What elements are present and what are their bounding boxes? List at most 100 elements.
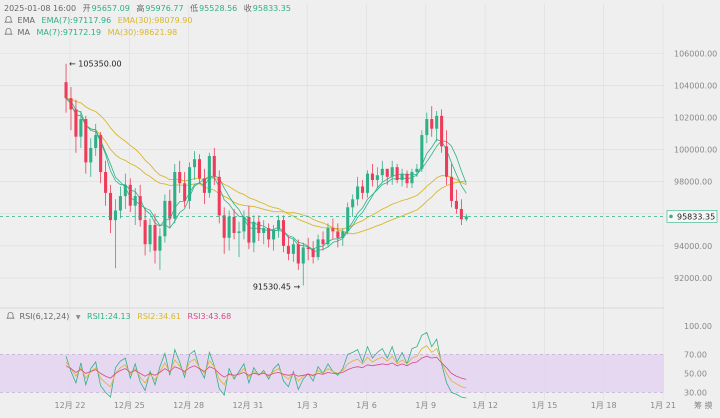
candle-body — [464, 216, 468, 220]
candle-body — [410, 172, 414, 184]
open-label: 开 — [82, 4, 91, 13]
max-price-annotation: ← 105350.00 — [69, 60, 122, 69]
candle-body — [202, 178, 206, 193]
price-tick-label: 104000.00 — [674, 81, 717, 90]
rsi2-label: RSI2:34.61 — [137, 312, 181, 321]
candle-body — [178, 172, 182, 184]
price-tick-label: 106000.00 — [674, 49, 717, 58]
candle-body — [405, 173, 409, 184]
candle-body — [420, 135, 424, 169]
candle-body — [449, 176, 454, 201]
ma7-label: MA(7):97172.19 — [36, 28, 102, 37]
price-tick-label: 94000.00 — [674, 242, 712, 251]
candle-body — [459, 208, 463, 220]
time-tick-label: 1月 15 — [531, 401, 557, 410]
candle-body — [445, 146, 449, 177]
rsi-tick-label: 30.00 — [684, 388, 707, 397]
candle-body — [281, 220, 286, 246]
candle-body — [395, 167, 399, 181]
bell-icon[interactable] — [4, 27, 13, 36]
candle-body — [380, 168, 384, 176]
last-price-dot — [669, 214, 673, 219]
grid-layer — [0, 4, 664, 400]
time-tick-label: 12月 22 — [55, 401, 86, 410]
candle-body — [153, 224, 157, 251]
rsi-expand-icon[interactable]: ▼ — [75, 314, 81, 321]
candle-body — [361, 186, 365, 193]
time-tick-label: 12月 31 — [232, 401, 263, 410]
time-tick-label: 1月 9 — [415, 401, 436, 410]
candle-body — [400, 173, 404, 181]
candle-body — [316, 239, 320, 258]
candle-body — [385, 168, 389, 177]
candle-body — [321, 239, 325, 245]
ma30-line — [65, 97, 467, 235]
bell-icon[interactable] — [4, 15, 13, 24]
time-tick-label: 12月 28 — [173, 401, 204, 410]
candle-body — [365, 173, 370, 193]
time-tick-label: 1月 12 — [472, 401, 498, 410]
candle-body — [69, 98, 73, 110]
candle-body — [237, 231, 241, 233]
last-price-tag — [666, 210, 718, 223]
candle-body — [158, 236, 162, 251]
candle-body — [425, 119, 429, 136]
candle-body — [440, 115, 444, 147]
ema7-label: EMA(7):97117.96 — [41, 16, 112, 25]
candle-body — [94, 135, 98, 148]
candle-body — [138, 196, 142, 221]
axis-layer: 92000.0094000.0096000.0098000.00100000.0… — [55, 49, 718, 410]
rsi-header: RSI(6,12,24) ▼ RSI1:24.13 RSI2:34.61 RSI… — [6, 311, 235, 321]
candle-body — [454, 200, 458, 209]
time-tick-label: 1月 3 — [297, 401, 318, 410]
candle-body — [99, 135, 103, 173]
rsi3-label: RSI3:43.68 — [187, 312, 232, 321]
candle-body — [346, 207, 350, 232]
price-tick-label: 92000.00 — [674, 274, 712, 283]
candle-body — [128, 184, 132, 206]
candle-body — [118, 196, 122, 211]
candle-body — [311, 249, 315, 258]
ma-name: MA — [17, 28, 30, 37]
candle-body — [89, 147, 93, 163]
close-value: 95833.35 — [252, 4, 291, 13]
candle-body — [242, 216, 246, 232]
view-mode-toggle[interactable]: 筹 摸 — [694, 400, 713, 410]
ema-name: EMA — [17, 16, 35, 25]
candle-body — [331, 228, 335, 232]
candle-body — [104, 172, 108, 193]
candle-body — [375, 175, 379, 181]
candle-body — [113, 210, 117, 221]
rsi-tick-label: 100.00 — [684, 322, 712, 331]
candle-body — [197, 159, 202, 179]
candle-body — [277, 220, 281, 230]
candle-body — [430, 119, 434, 129]
last-price-value: 95833.35 — [677, 212, 715, 221]
candle-body — [286, 245, 290, 254]
bell-icon[interactable] — [6, 311, 15, 320]
candle-body — [188, 167, 192, 201]
ema7-line — [65, 97, 467, 250]
annotation-layer: 95833.35 ← 105350.00 91530.45 → — [0, 60, 718, 291]
rsi3-line — [65, 355, 467, 380]
candle-body — [267, 228, 271, 240]
candle-body — [257, 221, 261, 233]
rsi1-label: RSI1:24.13 — [87, 312, 131, 321]
time-tick-label: 1月 18 — [591, 401, 617, 410]
time-tick-label: 1月 6 — [356, 401, 377, 410]
rsi-name: RSI(6,12,24) — [19, 312, 70, 321]
price-tick-label: 100000.00 — [674, 146, 717, 155]
ohlc-header: 2025-01-08 16:00 开95657.09 高95976.77 低95… — [4, 3, 295, 14]
candle-body — [341, 231, 345, 238]
high-value: 95976.77 — [145, 4, 184, 13]
ohlc-date: 2025-01-08 16:00 — [4, 4, 77, 13]
candle-body — [291, 244, 295, 254]
candle-body — [415, 168, 419, 173]
ma7-line — [65, 97, 467, 253]
candle-body — [168, 200, 172, 219]
ema30-line — [65, 97, 467, 230]
close-label: 收 — [243, 4, 252, 13]
min-price-annotation: 91530.45 → — [253, 282, 301, 291]
